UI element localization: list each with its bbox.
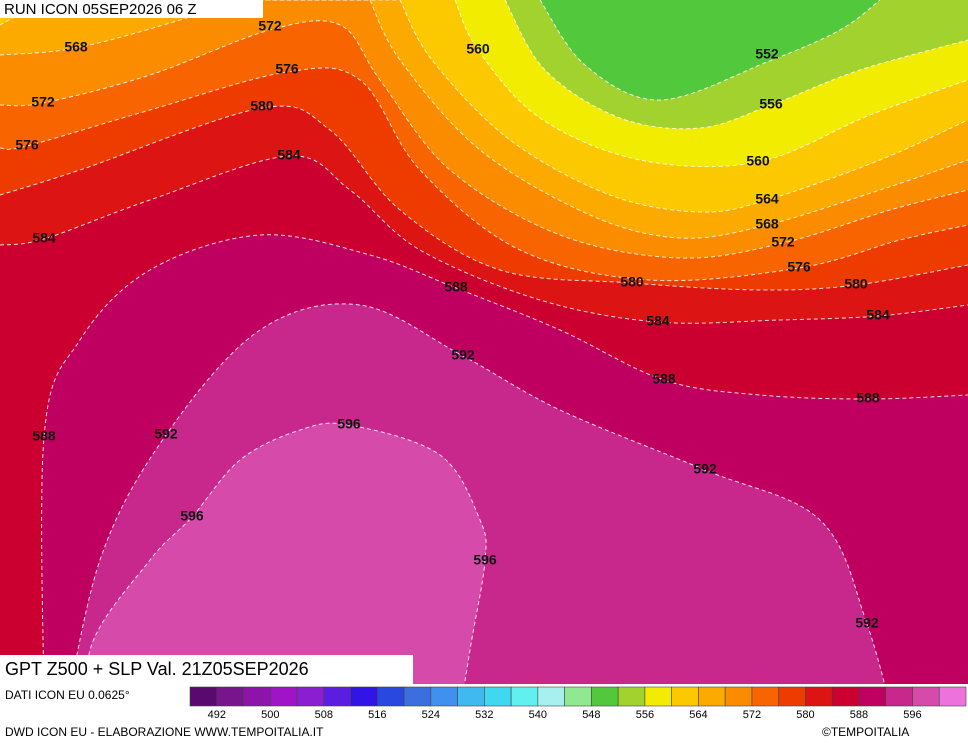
- colorbar-swatch: [350, 686, 378, 707]
- colorbar-swatch: [510, 686, 539, 707]
- contour-label: 568: [64, 39, 88, 55]
- colorbar-label: 580: [796, 709, 814, 721]
- contour-label: 588: [444, 279, 468, 295]
- colorbar-label: 492: [208, 709, 226, 721]
- contour-label: 572: [31, 94, 55, 110]
- contour-label: 588: [856, 390, 880, 406]
- colorbar-swatch: [805, 686, 833, 707]
- run-label: RUN ICON 05SEP2026 06 Z: [4, 1, 197, 18]
- colorbar-swatch: [430, 686, 458, 707]
- contour-label: 588: [652, 371, 676, 387]
- colorbar-swatch: [591, 686, 619, 707]
- contour-label: 576: [787, 259, 811, 275]
- source-label: DATI ICON EU 0.0625°: [5, 688, 130, 702]
- contour-label: 596: [180, 508, 204, 524]
- map-title: GPT Z500 + SLP Val. 21Z05SEP2026: [5, 659, 309, 679]
- colorbar-swatch: [912, 686, 940, 707]
- contour-line: [41, 234, 968, 745]
- colorbar-swatch: [671, 686, 699, 707]
- contour-line: [0, 155, 968, 324]
- colorbar-label: 532: [475, 709, 493, 721]
- contour-label: 592: [693, 461, 717, 477]
- contour-label: 576: [275, 61, 299, 77]
- colorbar-swatch: [189, 686, 218, 707]
- colorbar-swatch: [537, 686, 565, 707]
- contour-line: [0, 67, 968, 282]
- colorbar-swatch: [323, 686, 351, 707]
- contour-label: 596: [337, 416, 361, 432]
- colorbar-swatch: [778, 686, 806, 707]
- colorbar-label: 556: [636, 709, 654, 721]
- contour-label: 580: [844, 276, 868, 292]
- contour-label: 580: [620, 274, 644, 290]
- colorbar-label: 508: [315, 709, 333, 721]
- contour-label: 568: [755, 216, 779, 232]
- colorbar-swatch: [269, 686, 298, 707]
- contour-label: 596: [473, 552, 497, 568]
- contour-label: 560: [746, 153, 770, 169]
- contour-label: 572: [258, 18, 282, 34]
- contour-label: 584: [32, 230, 56, 246]
- colorbar-label: 500: [261, 709, 279, 721]
- colorbar-swatch: [885, 686, 913, 707]
- contour-label: 584: [277, 147, 301, 163]
- colorbar: 492 500 508 516 524 532 540 548 556 564 572 580 588 5…: [189, 686, 967, 721]
- colorbar-swatch: [296, 686, 325, 707]
- colorbar-label: 596: [903, 709, 921, 721]
- colorbar-swatch: [617, 686, 646, 707]
- contour-label: 592: [855, 615, 879, 631]
- colorbar-swatch: [858, 686, 887, 707]
- contour-label: 572: [771, 234, 795, 250]
- contour-label: 584: [646, 313, 670, 329]
- contour-label: 592: [154, 426, 178, 442]
- copyright-label: ©TEMPOITALIA: [822, 725, 909, 739]
- colorbar-label: 572: [743, 709, 761, 721]
- contour-line: [504, 0, 968, 130]
- colorbar-swatch: [403, 686, 432, 707]
- contour-line: [454, 0, 968, 168]
- contour-label: 564: [755, 191, 779, 207]
- colorbar-label: 588: [850, 709, 868, 721]
- run-box: [0, 0, 263, 18]
- contour-line: [539, 0, 881, 101]
- contour-line: [0, 0, 968, 213]
- colorbar-swatch: [216, 686, 244, 707]
- contour-line: [87, 422, 487, 745]
- colorbar-swatch: [377, 686, 405, 707]
- colorbar-label: 524: [422, 709, 440, 721]
- colorbar-swatch: [644, 686, 672, 707]
- contour-line: [0, 0, 968, 239]
- colorbar-swatch: [243, 686, 271, 707]
- title-box: [0, 655, 413, 685]
- colorbar-swatch: [831, 686, 860, 707]
- credit-label: DWD ICON EU - ELABORAZIONE WWW.TEMPOITAL…: [5, 725, 324, 739]
- contour-label: 592: [451, 347, 475, 363]
- colorbar-label: 516: [368, 709, 386, 721]
- colorbar-swatch: [698, 686, 726, 707]
- colorbar-swatch: [457, 686, 485, 707]
- colorbar-swatch: [938, 686, 967, 707]
- contour-label: 556: [759, 96, 783, 112]
- contour-labels: 568 572 576 580 584 560 552 556 560 564 568 572 576 5…: [15, 18, 890, 631]
- contour-line: [0, 105, 968, 291]
- contour-label: 560: [466, 41, 490, 57]
- colorbar-label: 548: [582, 709, 600, 721]
- colorbar-label: 564: [689, 709, 707, 721]
- colorbar-swatch: [564, 686, 592, 707]
- colorbar-swatch: [724, 686, 753, 707]
- colorbar-swatch: [751, 686, 779, 707]
- colorbar-label: 540: [529, 709, 547, 721]
- contour-label: 588: [32, 428, 56, 444]
- contour-label: 580: [250, 98, 274, 114]
- contour-line: [59, 303, 901, 745]
- contour-label: 584: [866, 307, 890, 323]
- contour-label: 576: [15, 137, 39, 153]
- contour-label: 552: [755, 46, 779, 62]
- colorbar-swatch: [484, 686, 512, 707]
